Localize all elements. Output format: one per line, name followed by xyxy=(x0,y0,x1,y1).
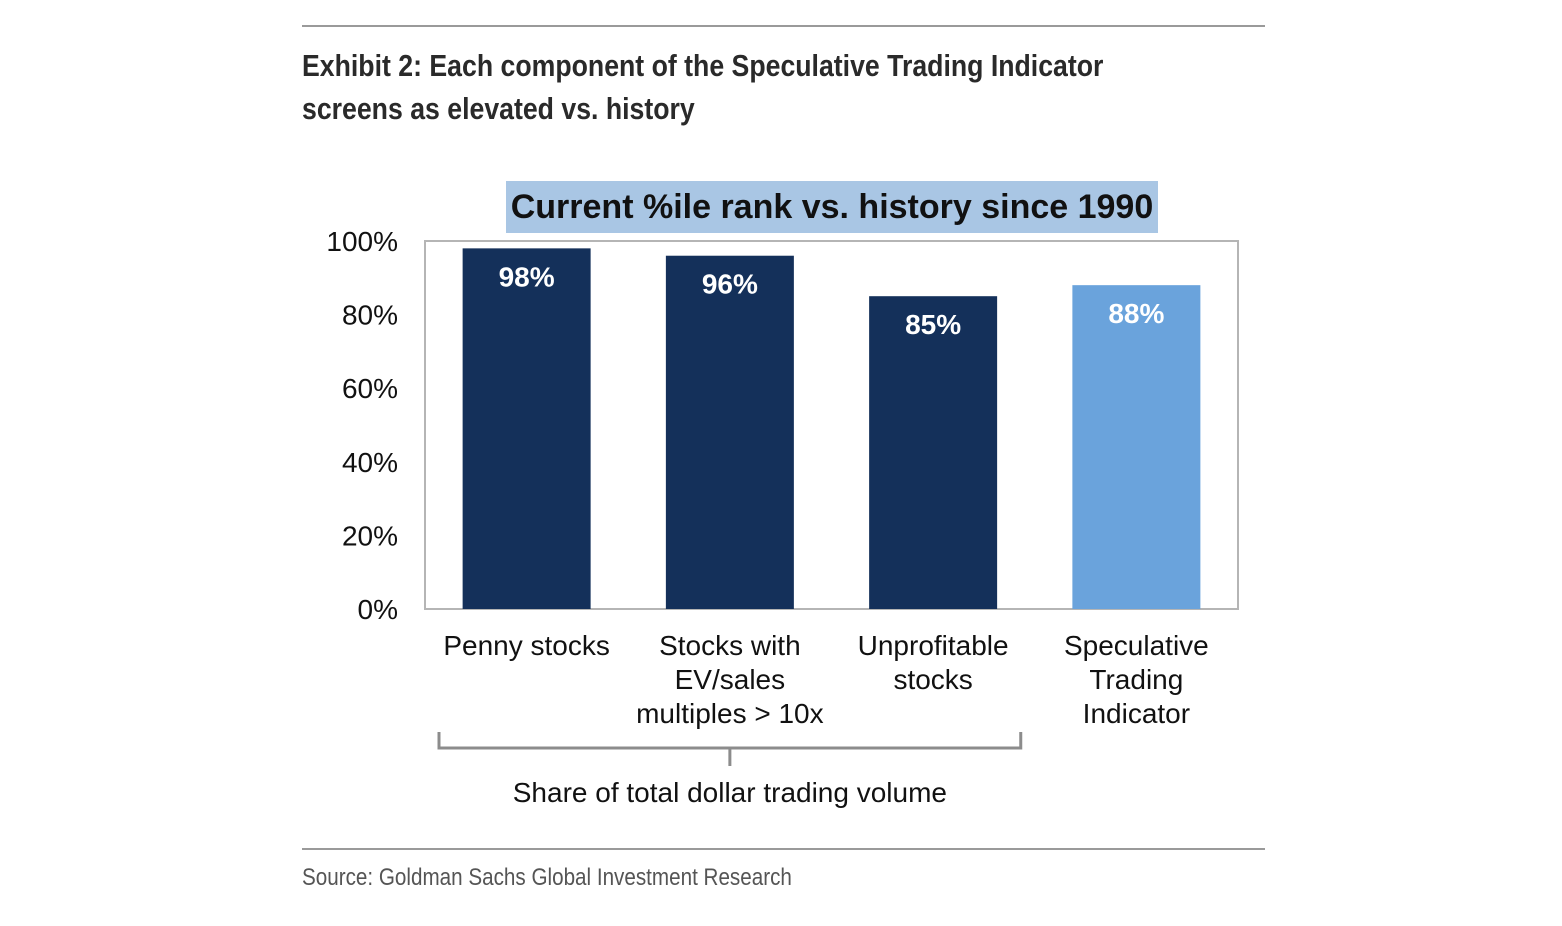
y-tick-label: 20% xyxy=(342,520,398,551)
bar-value-label: 85% xyxy=(905,309,961,340)
plot-area-frame xyxy=(424,240,1239,610)
exhibit-title-line-1: Exhibit 2: Each component of the Specula… xyxy=(302,48,1104,83)
bottom-rule xyxy=(302,848,1265,850)
y-tick-label: 0% xyxy=(358,594,398,625)
y-tick-label: 40% xyxy=(342,447,398,478)
category-label: EV/sales xyxy=(675,664,786,695)
y-tick-label: 80% xyxy=(342,300,398,331)
chart-title: Current %ile rank vs. history since 1990 xyxy=(511,188,1154,226)
category-label: Speculative xyxy=(1064,630,1209,661)
top-rule xyxy=(302,25,1265,27)
category-label: Penny stocks xyxy=(443,630,610,661)
exhibit-title: Exhibit 2: Each component of the Specula… xyxy=(302,44,1110,130)
source-note: Source: Goldman Sachs Global Investment … xyxy=(302,864,792,891)
bar-value-label: 96% xyxy=(702,269,758,300)
bar-value-label: 88% xyxy=(1108,298,1164,329)
bracket-label: Share of total dollar trading volume xyxy=(513,777,947,808)
bars xyxy=(462,248,1201,610)
category-label: stocks xyxy=(893,664,972,695)
x-axis: Penny stocks Stocks withEV/salesmultiples… xyxy=(443,630,1208,729)
y-tick-label: 60% xyxy=(342,373,398,404)
data-labels: 98% 96% 85% 88% xyxy=(499,261,1165,340)
y-tick-label: 100% xyxy=(326,226,398,257)
category-label: multiples > 10x xyxy=(636,698,824,729)
category-label: Trading xyxy=(1089,664,1183,695)
y-axis: 0% 20% 40% 60% 80% 100% xyxy=(326,226,398,625)
bar xyxy=(1072,285,1201,609)
bar xyxy=(869,296,998,609)
bar xyxy=(665,255,794,609)
category-label: Stocks with xyxy=(659,630,801,661)
category-label: Unprofitable xyxy=(858,630,1009,661)
exhibit-title-line-2: screens as elevated vs. history xyxy=(302,91,695,126)
bar-value-label: 98% xyxy=(499,261,555,292)
chart-title-highlight xyxy=(506,181,1158,233)
bar xyxy=(462,248,591,610)
bracket-line xyxy=(437,732,1023,766)
category-label: Indicator xyxy=(1083,698,1190,729)
